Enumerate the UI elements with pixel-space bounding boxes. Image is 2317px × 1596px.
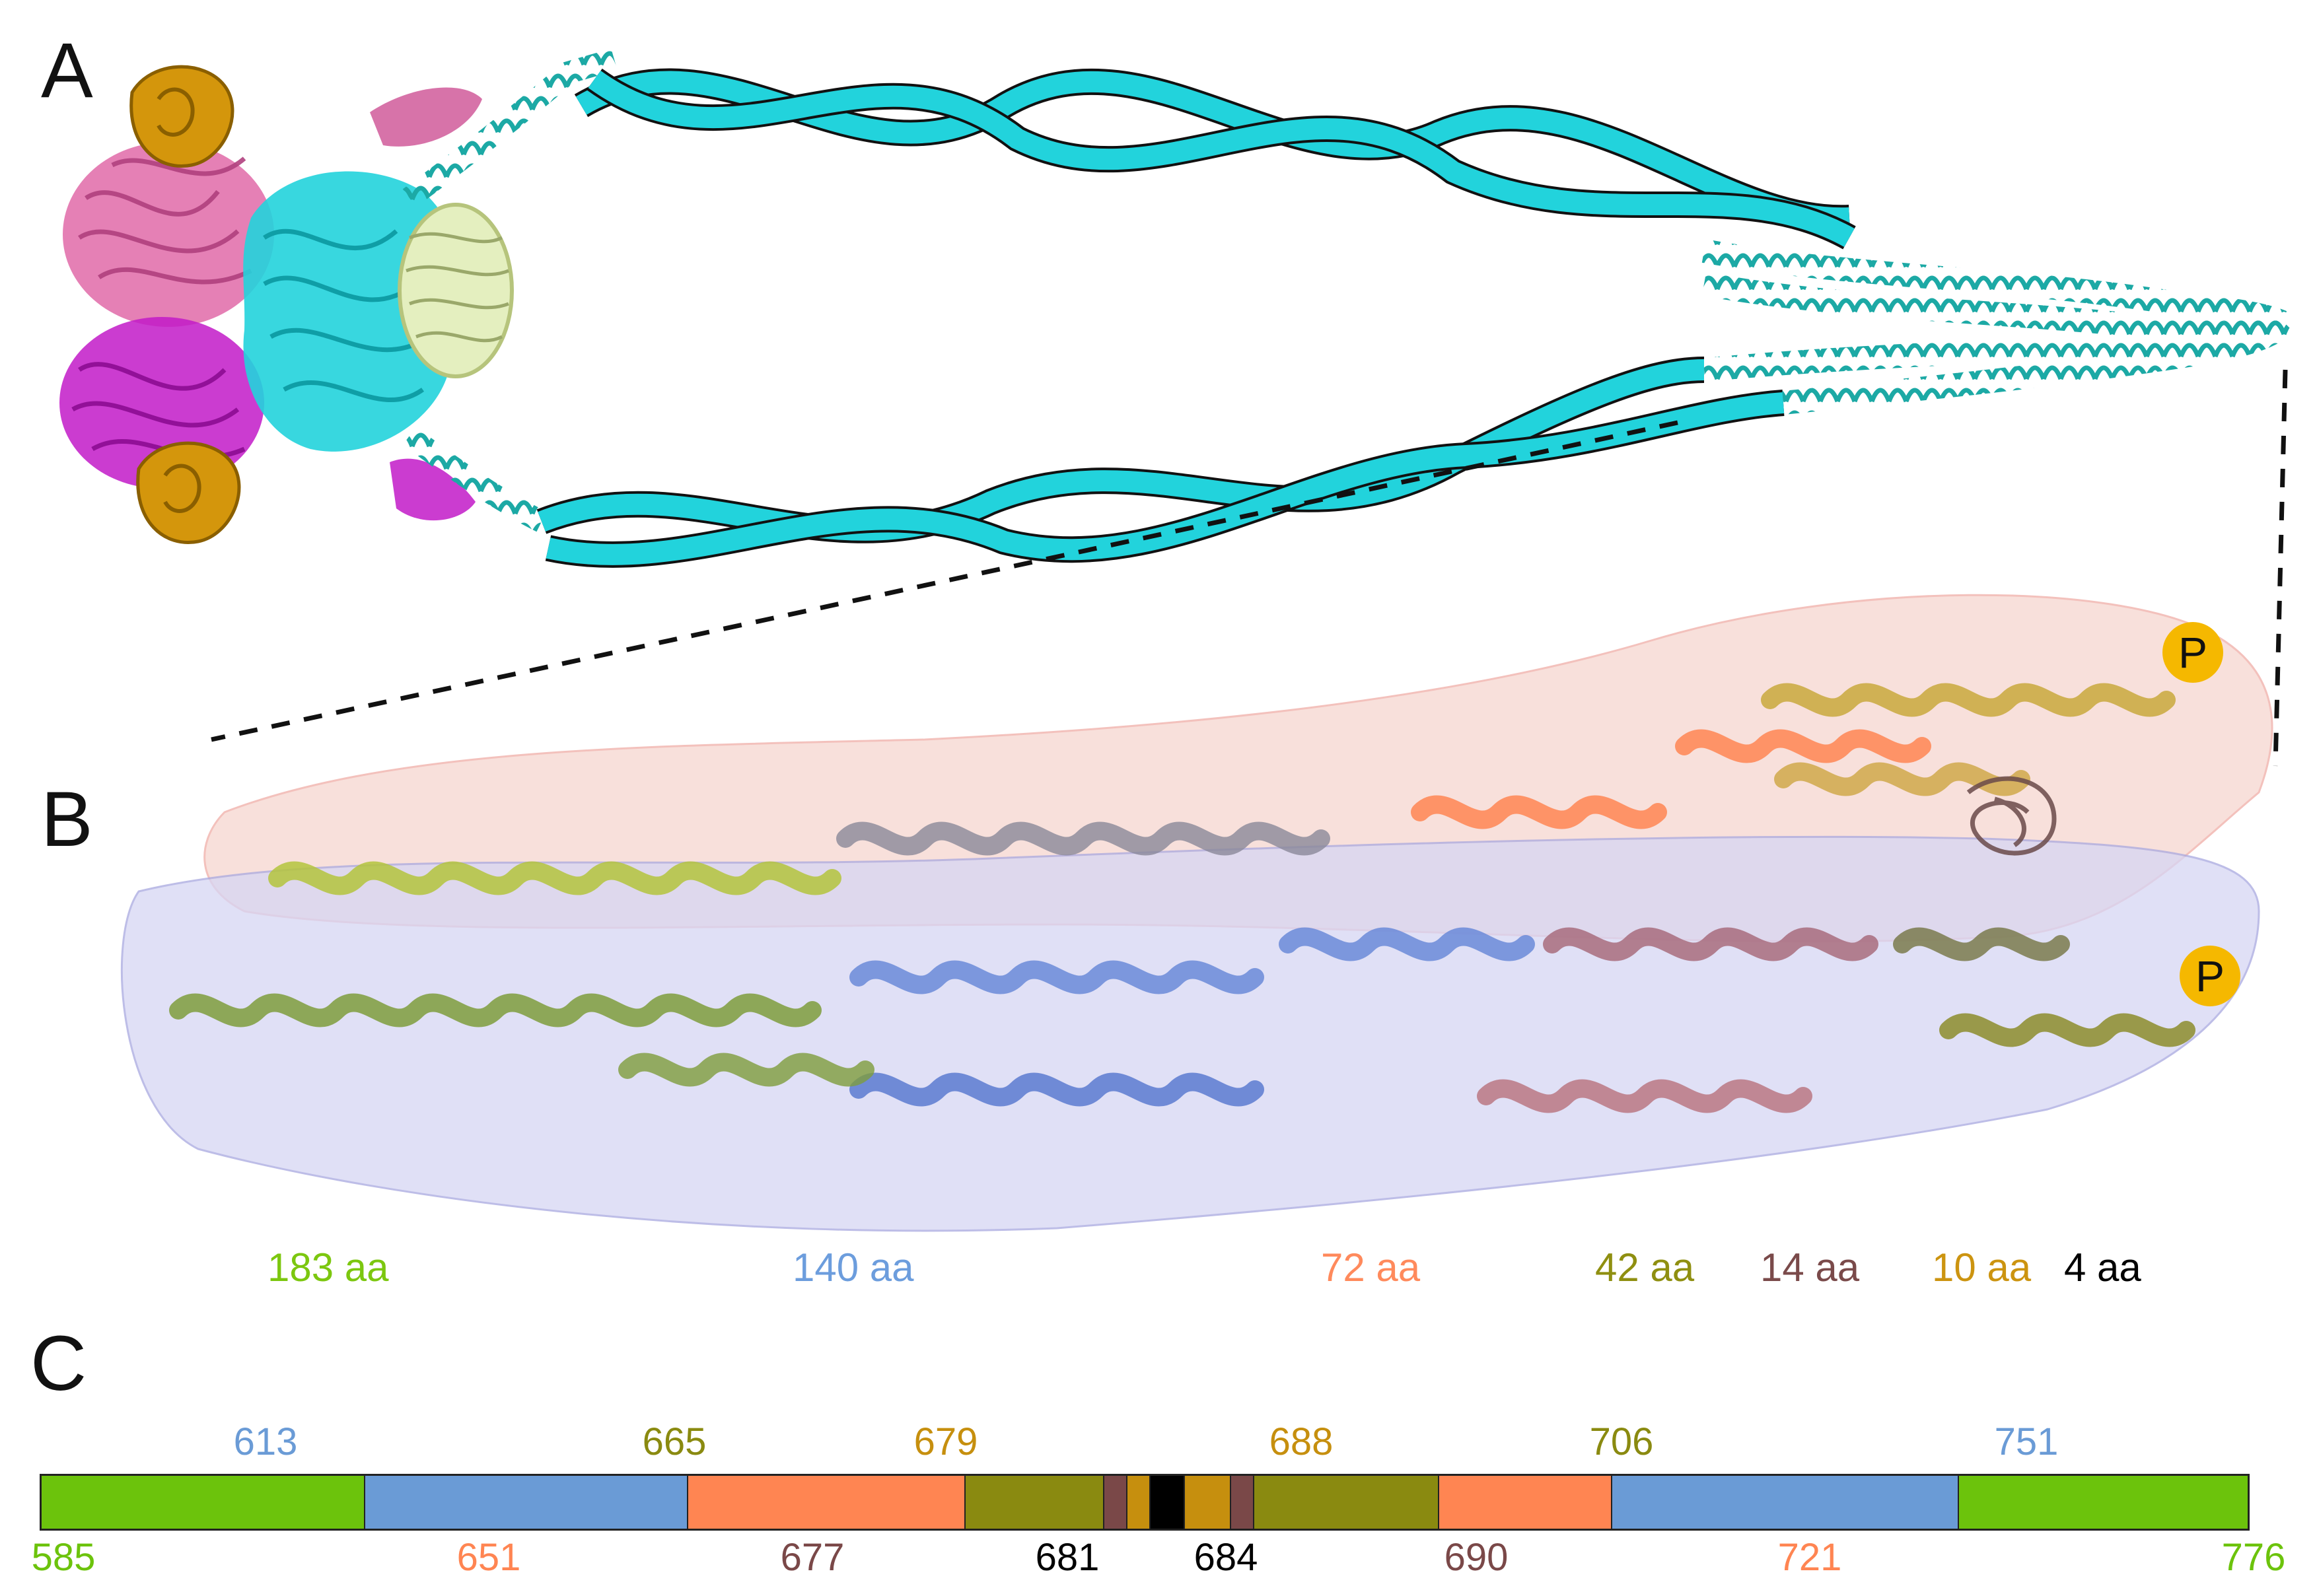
- sequence-segment-681-684: [1150, 1476, 1186, 1529]
- residue-751: 751: [1994, 1420, 2059, 1463]
- sequence-segment-679-681: [1127, 1476, 1151, 1529]
- coiled-coil-upper: [574, 68, 1856, 250]
- phospho-label-bottom: P: [2195, 952, 2225, 1000]
- length-label-4: 4 aa: [2064, 1245, 2141, 1290]
- sequence-segment-641-665: [688, 1476, 966, 1529]
- complex-core: [59, 48, 618, 544]
- magenta-subunit: [59, 317, 264, 489]
- magenta-fragment: [390, 458, 476, 521]
- residue-585: 585: [31, 1536, 96, 1579]
- residue-690: 690: [1444, 1536, 1509, 1579]
- residue-688: 688: [1269, 1420, 1334, 1463]
- residue-651: 651: [456, 1536, 521, 1579]
- residue-613: 613: [233, 1420, 298, 1463]
- residue-677: 677: [780, 1536, 845, 1579]
- sequence-bar: [40, 1474, 2250, 1531]
- phospho-label-top: P: [2178, 628, 2207, 677]
- residue-776: 776: [2221, 1536, 2286, 1579]
- residue-681: 681: [1035, 1536, 1100, 1579]
- sequence-segment-690-706: [1254, 1476, 1439, 1529]
- pink-fragment: [370, 87, 482, 147]
- gold-domain-top: [129, 65, 234, 168]
- phospho-marker-bottom: P: [2180, 946, 2240, 1006]
- blue-surface: [120, 835, 2260, 1232]
- sequence-segment-585-613: [42, 1476, 365, 1529]
- sequence-segment-665-677: [965, 1476, 1104, 1529]
- coiled-coil-lower: [536, 357, 1785, 568]
- residue-721: 721: [1777, 1536, 1842, 1579]
- length-label-72: 72 aa: [1321, 1245, 1421, 1290]
- sequence-segment-721-751: [1612, 1476, 1959, 1529]
- sequence-segment-677-679: [1104, 1476, 1127, 1529]
- residue-684: 684: [1194, 1536, 1258, 1579]
- zoom-line-right: [2273, 369, 2288, 767]
- panel-label-b: B: [41, 776, 93, 863]
- sequence-segment-706-721: [1439, 1476, 1613, 1529]
- dna-duplex: [398, 203, 514, 378]
- residue-706: 706: [1589, 1420, 1654, 1463]
- panel-label-a: A: [41, 27, 93, 114]
- length-label-183: 183 aa: [267, 1245, 389, 1290]
- sequence-segment-751-776: [1958, 1476, 2248, 1529]
- panel-b-helices: [169, 683, 2195, 1113]
- thin-helices-right: [1701, 239, 2294, 415]
- gold-domain-bottom: [136, 441, 241, 544]
- phospho-marker-top: P: [2162, 622, 2223, 683]
- length-label-140: 140 aa: [793, 1245, 914, 1290]
- sequence-segment-688-690: [1231, 1476, 1255, 1529]
- sequence-segment-613-641: [365, 1476, 689, 1529]
- panel-label-c: C: [30, 1320, 87, 1407]
- cyan-core: [243, 171, 461, 452]
- length-label-14: 14 aa: [1760, 1245, 1860, 1290]
- sequence-segment-684-688: [1185, 1476, 1232, 1529]
- residue-665: 665: [642, 1420, 707, 1463]
- length-label-42: 42 aa: [1595, 1245, 1695, 1290]
- length-label-10: 10 aa: [1932, 1245, 2032, 1290]
- residue-679: 679: [913, 1420, 978, 1463]
- loop-knot: [1966, 776, 2057, 856]
